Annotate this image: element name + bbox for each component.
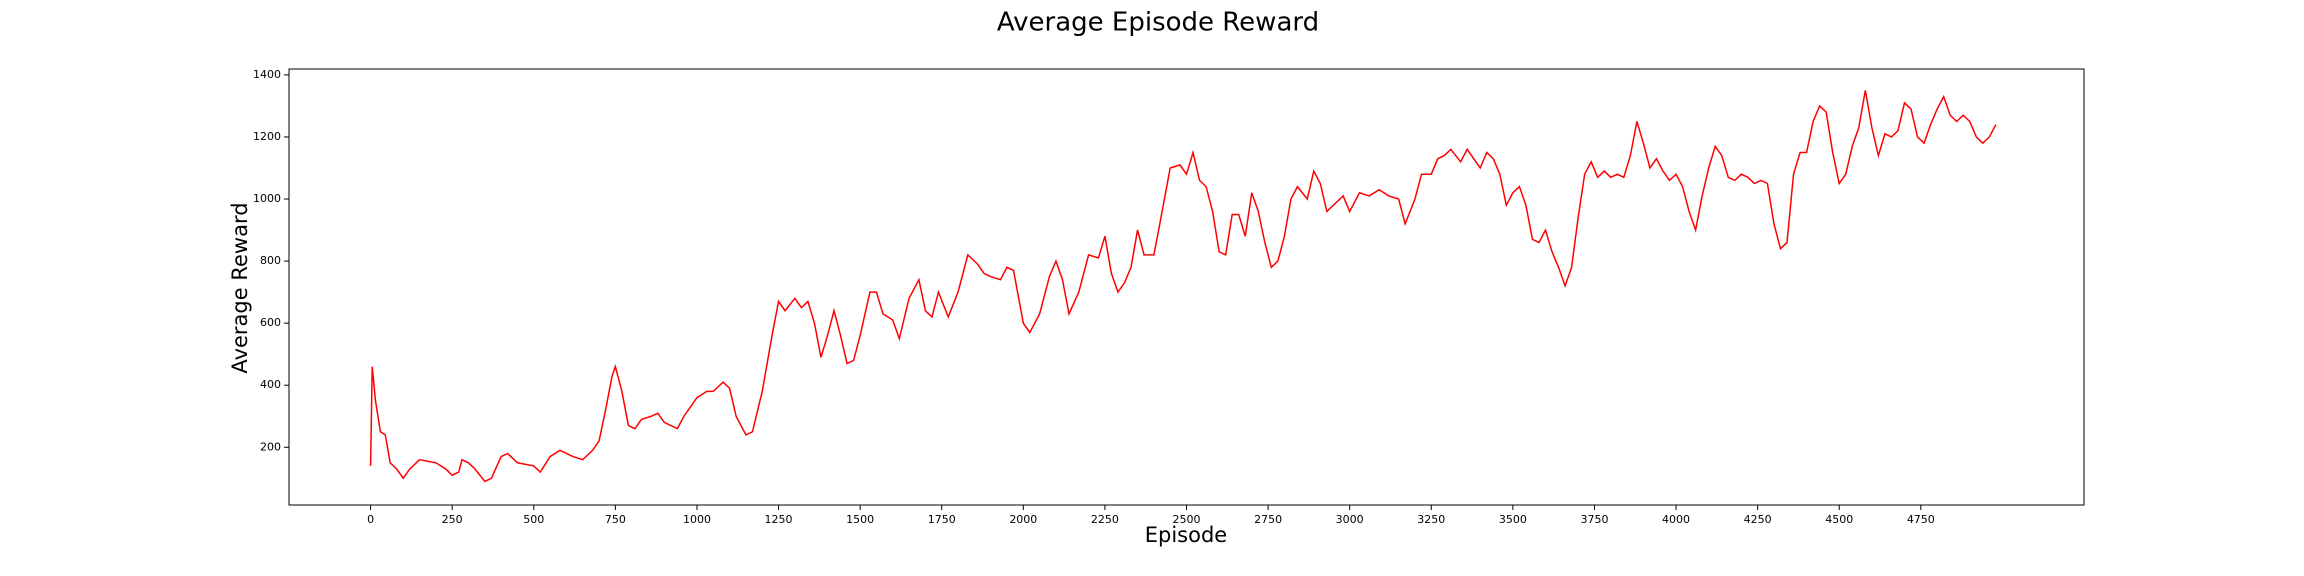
chart-title: Average Episode Reward xyxy=(997,8,1319,38)
x-tick-label: 4250 xyxy=(1744,513,1772,526)
x-tick-label: 500 xyxy=(523,513,544,526)
y-tick-label: 200 xyxy=(260,440,281,453)
x-tick-label: 3750 xyxy=(1580,513,1608,526)
x-tick-label: 250 xyxy=(442,513,463,526)
x-tick-label: 4500 xyxy=(1825,513,1853,526)
y-tick-label: 600 xyxy=(260,316,281,329)
x-tick-label: 2250 xyxy=(1091,513,1119,526)
y-tick-label: 1400 xyxy=(253,68,281,81)
y-tick-label: 400 xyxy=(260,378,281,391)
x-tick-label: 0 xyxy=(367,513,374,526)
x-tick-label: 1500 xyxy=(846,513,874,526)
data-line xyxy=(369,90,1997,483)
x-tick-label: 1750 xyxy=(928,513,956,526)
x-tick-label: 2500 xyxy=(1173,513,1201,526)
x-tick-label: 4750 xyxy=(1907,513,1935,526)
x-tick-label: 3000 xyxy=(1336,513,1364,526)
y-tick-label: 1200 xyxy=(253,130,281,143)
x-tick-label: 1250 xyxy=(765,513,793,526)
x-tick-label: 2750 xyxy=(1254,513,1282,526)
x-tick-label: 1000 xyxy=(683,513,711,526)
y-axis-label: Average Reward xyxy=(228,202,252,373)
x-axis-label: Episode xyxy=(1145,523,1227,547)
x-tick-label: 3250 xyxy=(1417,513,1445,526)
x-tick-label: 3500 xyxy=(1499,513,1527,526)
y-tick-label: 1000 xyxy=(253,192,281,205)
x-tick-label: 750 xyxy=(605,513,626,526)
plot-frame xyxy=(288,68,2085,506)
y-tick-label: 800 xyxy=(260,254,281,267)
x-tick-label: 4000 xyxy=(1662,513,1690,526)
x-tick-label: 2000 xyxy=(1009,513,1037,526)
